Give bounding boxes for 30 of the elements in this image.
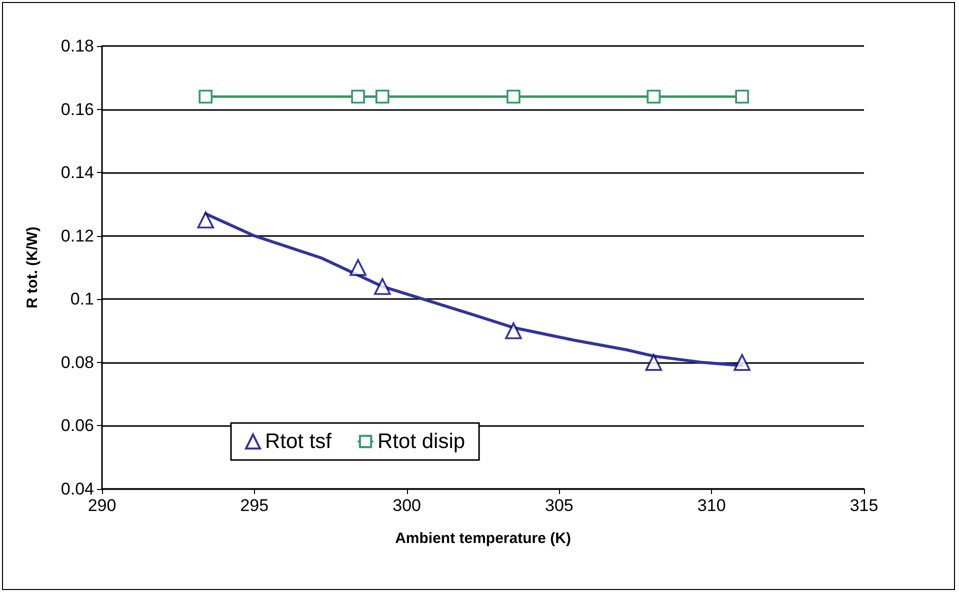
y-tick-label: 0.16 [60, 100, 94, 119]
x-tick-label: 290 [88, 496, 116, 515]
y-tick-label: 0.12 [60, 226, 94, 246]
y-tick-label: 0.06 [60, 416, 94, 436]
point [350, 259, 366, 276]
x-axis-title: Ambient temperature (K) [395, 530, 571, 547]
point [351, 90, 365, 104]
y-axis-title: R tot. (K/W) [24, 226, 41, 308]
point [506, 90, 520, 104]
y-tick-label: 0.04 [60, 480, 94, 498]
point [735, 90, 749, 104]
y-tick-label: 0.18 [60, 36, 94, 56]
point [505, 322, 522, 340]
y-tick-label: 0.1 [70, 290, 94, 309]
point [376, 90, 390, 104]
x-tick-label: 300 [392, 496, 421, 515]
point [734, 354, 750, 371]
x-tick-label: 310 [697, 496, 726, 515]
legend-label: Rtot disip [378, 430, 466, 453]
point [198, 90, 213, 104]
y-tick-label: 0.08 [60, 352, 94, 372]
point [197, 212, 214, 228]
x-tick-label: 315 [850, 496, 878, 515]
x-tick-label: 305 [545, 496, 574, 515]
point [645, 354, 662, 371]
y-tick-label: 0.14 [60, 163, 94, 182]
legend-label: Rtot tsf [265, 430, 332, 453]
x-tick-label: 295 [240, 496, 269, 515]
point [374, 278, 391, 295]
point [646, 90, 661, 104]
